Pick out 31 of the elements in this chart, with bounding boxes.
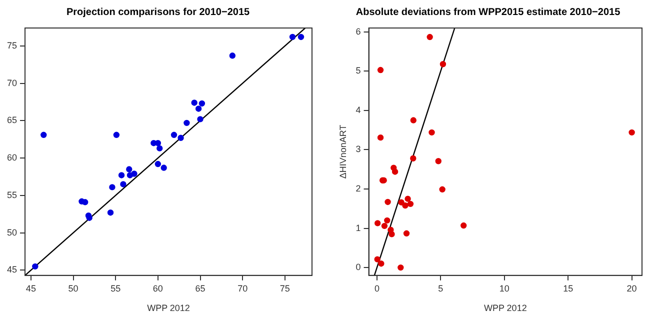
chart-title: Absolute deviations from WPP2015 estimate 2010−2015 (356, 6, 621, 18)
y-tick-label: 0 (356, 262, 361, 272)
y-tick-label: 3 (356, 144, 361, 154)
x-tick-label: 45 (26, 283, 36, 294)
x-axis-title: WPP 2012 (147, 303, 190, 314)
x-tick-label: 10 (499, 283, 510, 294)
x-tick-label: 70 (238, 283, 248, 294)
x-tick-label: 5 (438, 283, 444, 294)
x-tick-label: 0 (374, 283, 380, 294)
y-tick-label: 1 (356, 222, 361, 233)
x-tick-label: 65 (195, 283, 206, 294)
x-axis-title: WPP 2012 (484, 303, 527, 314)
y-tick-label: 4 (356, 104, 361, 115)
y-tick-label: 55 (6, 190, 18, 200)
x-tick-label: 50 (68, 283, 78, 294)
x-tick-label: 20 (626, 283, 637, 294)
x-tick-label: 15 (563, 283, 574, 294)
y-tick-label: 50 (6, 227, 18, 238)
y-tick-label: 45 (6, 264, 18, 275)
x-tick-label: 55 (110, 283, 121, 294)
y-tick-label: 5 (356, 66, 361, 76)
chart-title: Projection comparisons for 2010−2015 (66, 6, 250, 18)
y-tick-label: 2 (356, 183, 361, 194)
y-tick-label: 65 (6, 115, 18, 126)
y-tick-label: 75 (6, 40, 18, 50)
x-tick-label: 60 (152, 283, 163, 294)
y-axis-title: ΔHIVnonART (338, 124, 348, 179)
y-tick-label: 70 (6, 78, 18, 88)
x-tick-label: 75 (280, 283, 290, 294)
y-tick-label: 60 (6, 152, 18, 163)
y-tick-label: 6 (356, 26, 361, 36)
